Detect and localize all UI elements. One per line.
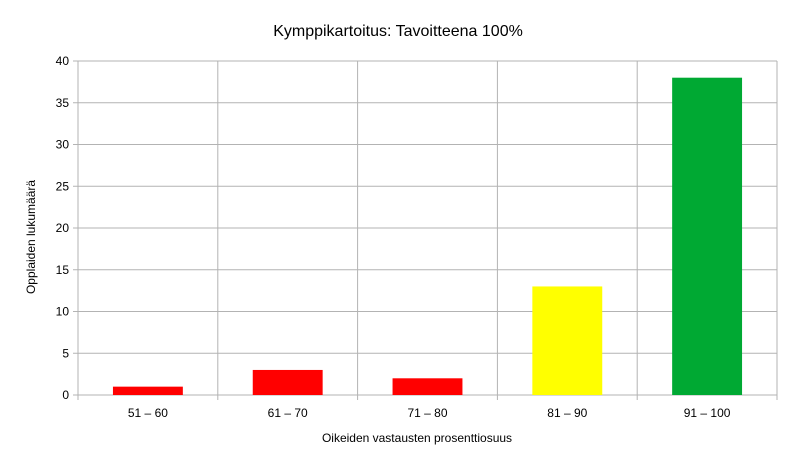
y-axis-label: Opplaiden lukumäärä bbox=[24, 180, 38, 294]
y-tick-label: 35 bbox=[56, 96, 70, 110]
gridlines bbox=[73, 60, 778, 400]
y-tick-label: 30 bbox=[56, 138, 70, 152]
y-tick-label: 20 bbox=[56, 221, 70, 235]
y-tick-label: 5 bbox=[62, 346, 69, 360]
y-tick-label: 15 bbox=[56, 263, 70, 277]
x-tick-label: 91 – 100 bbox=[684, 406, 731, 420]
y-tick-label: 10 bbox=[56, 305, 70, 319]
x-tick-label: 51 – 60 bbox=[128, 406, 168, 420]
x-tick-label: 81 – 90 bbox=[547, 406, 587, 420]
bar-1 bbox=[112, 386, 183, 395]
x-tick-label: 71 – 80 bbox=[407, 406, 447, 420]
bar-3 bbox=[392, 378, 463, 395]
y-axis-ticks: 0 5 10 15 20 25 30 35 40 bbox=[56, 54, 70, 402]
bar-5 bbox=[672, 77, 743, 395]
x-axis-label: Oikeiden vastausten prosenttiosuus bbox=[322, 431, 512, 445]
x-tick-label: 61 – 70 bbox=[268, 406, 308, 420]
x-axis-ticks: 51 – 60 61 – 70 71 – 80 81 – 90 91 – 100 bbox=[128, 406, 731, 420]
y-tick-label: 40 bbox=[56, 54, 70, 68]
bars bbox=[112, 77, 743, 395]
y-tick-label: 0 bbox=[62, 388, 69, 402]
bar-2 bbox=[252, 369, 323, 395]
chart-title: Kymppikartoitus: Tavoitteena 100% bbox=[273, 23, 523, 40]
y-tick-label: 25 bbox=[56, 179, 70, 193]
bar-4 bbox=[532, 286, 603, 395]
